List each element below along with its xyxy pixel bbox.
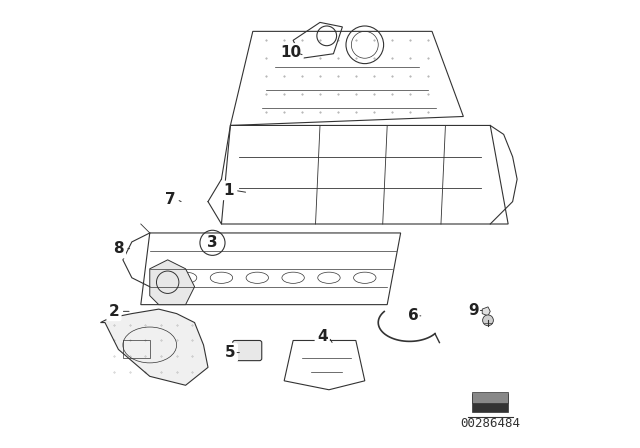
Polygon shape xyxy=(482,307,490,316)
Polygon shape xyxy=(100,309,208,385)
Bar xyxy=(472,392,508,403)
Text: 2: 2 xyxy=(109,304,119,319)
Bar xyxy=(472,394,508,412)
FancyBboxPatch shape xyxy=(233,340,262,361)
Polygon shape xyxy=(150,260,195,305)
Circle shape xyxy=(483,315,493,326)
Text: 7: 7 xyxy=(164,192,175,207)
Text: 8: 8 xyxy=(113,241,124,256)
Text: 3: 3 xyxy=(207,235,218,250)
Text: 6: 6 xyxy=(408,308,419,323)
Text: 4: 4 xyxy=(317,329,328,345)
Text: 00286484: 00286484 xyxy=(460,417,520,430)
Text: 9: 9 xyxy=(468,303,479,318)
Text: 5: 5 xyxy=(225,345,236,360)
Text: 10: 10 xyxy=(280,45,301,60)
Text: 1: 1 xyxy=(223,183,234,198)
Bar xyxy=(123,340,150,358)
